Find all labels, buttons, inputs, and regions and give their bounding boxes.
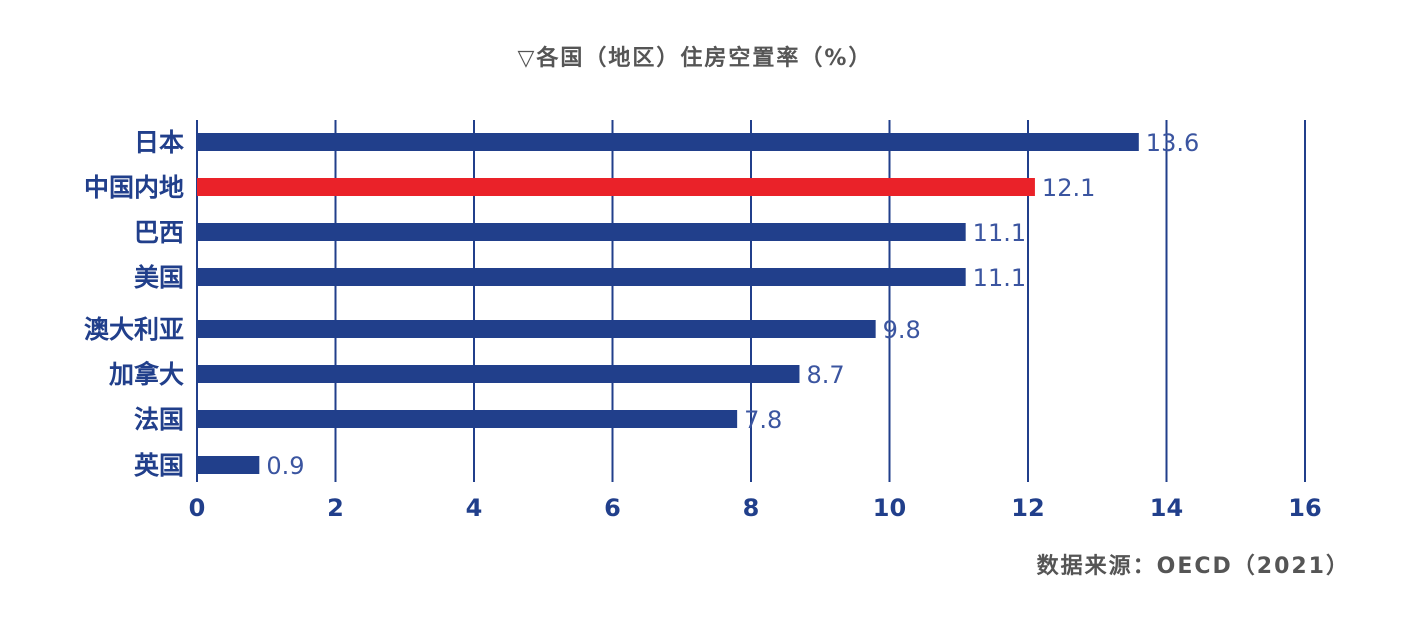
bar — [197, 410, 738, 428]
x-tick-label: 2 — [327, 494, 344, 522]
x-tick-label: 12 — [1011, 494, 1044, 522]
bar — [197, 268, 966, 286]
bar — [197, 133, 1139, 151]
chart-title: ▽各国（地区）住房空置率（%） — [517, 46, 873, 71]
x-tick-label: 4 — [466, 494, 483, 522]
bar — [197, 365, 800, 383]
category-label: 法国 — [134, 405, 184, 434]
category-label: 中国内地 — [84, 173, 184, 202]
category-label: 澳大利亚 — [84, 315, 184, 344]
value-label: 13.6 — [1146, 129, 1199, 157]
value-label: 7.8 — [744, 406, 782, 434]
value-label: 8.7 — [806, 361, 844, 389]
value-labels: 13.6 12.1 11.1 11.1 9.8 8.7 7.8 0.9 — [266, 129, 1199, 480]
bars — [197, 133, 1139, 474]
source-note: 数据来源：OECD（2021） — [1036, 554, 1350, 579]
x-tick-labels: 0 2 4 6 8 10 12 14 16 — [189, 494, 1322, 522]
bar-highlight — [197, 178, 1035, 196]
category-label: 巴西 — [134, 218, 184, 247]
value-label: 0.9 — [266, 452, 304, 480]
x-tick-label: 14 — [1150, 494, 1183, 522]
bar — [197, 320, 876, 338]
x-tick-label: 8 — [743, 494, 760, 522]
value-label: 12.1 — [1042, 174, 1095, 202]
bar — [197, 456, 260, 474]
category-label: 美国 — [134, 263, 184, 292]
x-tick-label: 10 — [873, 494, 906, 522]
value-label: 11.1 — [973, 219, 1026, 247]
x-tick-label: 16 — [1288, 494, 1321, 522]
value-label: 9.8 — [883, 316, 921, 344]
category-label: 英国 — [134, 451, 184, 480]
category-label: 日本 — [134, 128, 184, 157]
category-label: 加拿大 — [108, 360, 184, 389]
x-tick-label: 0 — [189, 494, 206, 522]
value-label: 11.1 — [973, 264, 1026, 292]
x-tick-label: 6 — [604, 494, 621, 522]
bar — [197, 223, 966, 241]
